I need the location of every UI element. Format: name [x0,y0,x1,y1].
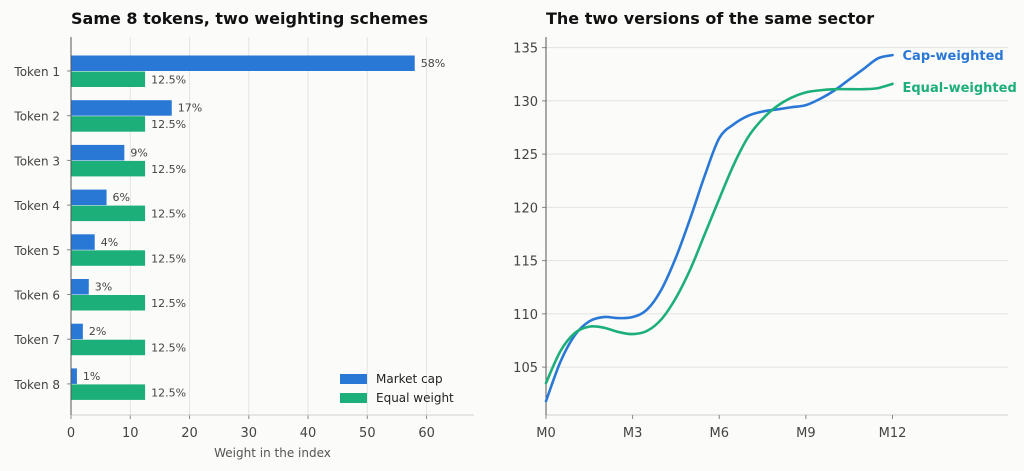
x-axis-title: Weight in the index [214,446,331,460]
bar-market-cap [71,234,95,250]
x-tick-label: M12 [879,426,907,441]
category-label: Token 4 [13,199,60,213]
data-label: 1% [83,370,100,383]
x-tick-label: 20 [181,426,198,441]
bar-equal-weight [71,384,146,400]
line-cap-weighted [544,53,894,403]
data-label: 12.5% [151,386,186,399]
legend-label: Market cap [376,372,443,386]
category-label: Token 6 [13,289,60,303]
bar-market-cap [71,144,125,161]
legend-swatch [340,374,367,384]
bar-market-cap [71,368,77,384]
data-label: 12.5% [151,342,186,355]
bar-equal-weight [71,116,146,132]
y-tick-label: 130 [513,95,538,110]
chart-title: Same 8 tokens, two weighting schemes [71,9,429,28]
data-label: 9% [130,146,147,159]
category-label: Token 3 [13,154,60,168]
right-chart-panel: The two versions of the same sector 105 1… [500,0,1024,471]
data-label: 3% [95,281,112,294]
data-label: 4% [101,236,118,249]
x-tick-label: 50 [359,426,376,441]
data-label: 58% [421,57,445,70]
bar-equal-weight [71,295,146,311]
bar-market-cap [71,323,83,340]
legend-swatch [340,393,367,403]
chart-title: The two versions of the same sector [546,9,875,28]
x-tick-label: M0 [536,426,556,441]
bar-equal-weight [71,250,146,266]
data-label: 12.5% [151,163,186,176]
x-tick-label: M9 [796,426,816,441]
y-tick-label: 105 [513,361,538,376]
x-tick-label: M6 [710,426,730,441]
x-tick-label: 0 [67,426,75,441]
x-tick-label: M3 [623,426,643,441]
bar-equal-weight [71,205,146,222]
data-label: 12.5% [151,74,186,87]
line-chart: 105 110 115 120 125 130 135 M0 M3 M6 M9 M12 Rebased … [500,37,1017,441]
x-tick-label: 30 [241,426,258,441]
category-label: Token 8 [13,378,60,392]
category-label: Token 1 [13,65,60,79]
bar-chart: 0 10 20 30 40 50 60 Weight in the index Token 1 5… [13,37,474,460]
y-tick-label: 135 [513,42,538,57]
data-label: 12.5% [151,252,186,265]
data-label: 6% [113,191,130,204]
line-equal-weighted [544,82,894,385]
y-tick-label: 115 [513,255,538,270]
y-tick-label: 120 [513,201,538,216]
bar-equal-weight [71,71,146,87]
y-tick-label: 125 [513,148,538,163]
x-tick-label: 60 [418,426,435,441]
data-label: 12.5% [151,297,186,310]
bar-market-cap [71,189,107,206]
series-end-label: Cap-weighted [903,49,1004,64]
bar-market-cap [71,55,415,71]
category-label: Token 5 [13,244,60,258]
series-end-label: Equal-weighted [903,81,1017,96]
y-axis-title: Rebased to 100 [500,179,502,273]
left-chart-panel: Same 8 tokens, two weighting schemes 0 10… [0,0,500,471]
data-label: 12.5% [151,208,186,221]
category-label: Token 2 [13,110,60,124]
legend-label: Equal weight [376,391,454,405]
data-label: 17% [178,102,202,115]
x-tick-label: 40 [300,426,317,441]
bar-equal-weight [71,339,146,356]
x-tick-label: 10 [122,426,139,441]
bar-equal-weight [71,160,146,177]
data-label: 12.5% [151,118,186,131]
data-label: 2% [89,325,106,338]
y-tick-label: 110 [513,308,538,323]
bar-market-cap [71,279,89,295]
bar-market-cap [71,100,172,116]
category-label: Token 7 [13,333,60,347]
